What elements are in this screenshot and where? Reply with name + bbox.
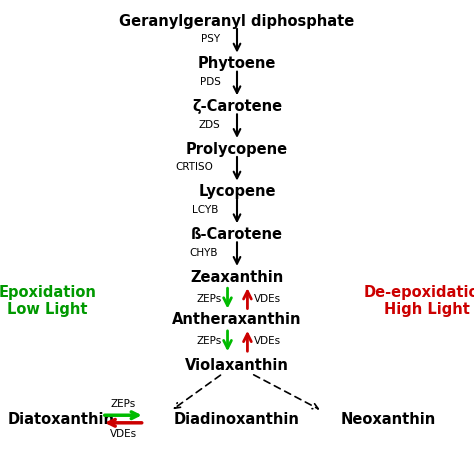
Text: CHYB: CHYB [190,247,218,258]
Text: ZDS: ZDS [199,119,220,130]
Text: Diatoxanthin: Diatoxanthin [8,412,115,427]
Text: De-epoxidation
High Light: De-epoxidation High Light [364,285,474,317]
Text: ζ-Carotene: ζ-Carotene [192,99,282,114]
Text: Lycopene: Lycopene [198,184,276,200]
Text: PDS: PDS [200,77,220,87]
Text: VDEs: VDEs [254,293,281,304]
Text: Phytoene: Phytoene [198,56,276,72]
Text: ZEPs: ZEPs [197,336,222,346]
Text: Violaxanthin: Violaxanthin [185,358,289,374]
Text: Neoxanthin: Neoxanthin [341,412,436,427]
Text: VDEs: VDEs [254,336,281,346]
Text: ZEPs: ZEPs [110,399,136,409]
Text: ß-Carotene: ß-Carotene [191,227,283,242]
Text: Epoxidation
Low Light: Epoxidation Low Light [0,285,96,317]
Text: PSY: PSY [201,34,220,45]
Text: Zeaxanthin: Zeaxanthin [191,270,283,285]
Text: LCYB: LCYB [191,205,218,215]
Text: ZEPs: ZEPs [197,293,222,304]
Text: Prolycopene: Prolycopene [186,142,288,157]
Text: CRTISO: CRTISO [175,162,213,173]
Text: Geranylgeranyl diphosphate: Geranylgeranyl diphosphate [119,14,355,29]
Text: Diadinoxanthin: Diadinoxanthin [174,412,300,427]
Text: Antheraxanthin: Antheraxanthin [172,312,302,328]
Text: VDEs: VDEs [109,429,137,439]
